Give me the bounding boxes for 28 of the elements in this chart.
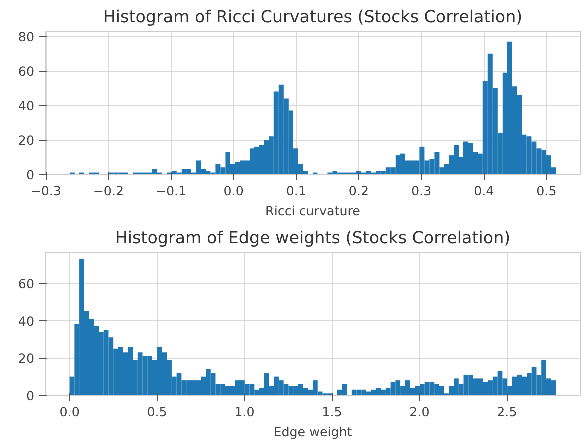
y-tick-label: 40 — [18, 98, 35, 114]
y-tick-label: 40 — [18, 314, 35, 329]
x-tick-label: −0.2 — [93, 184, 124, 198]
x-tick-label: 2.5 — [497, 404, 518, 420]
x-tick-label: 0.2 — [348, 184, 370, 198]
y-tick-label: 0 — [26, 388, 35, 404]
y-tick-label: 80 — [18, 30, 35, 45]
y-tick-label: 60 — [18, 64, 35, 80]
x-axis-title: Edge weight — [274, 424, 352, 440]
x-tick-label: 0.0 — [60, 404, 80, 420]
x-tick-label: 0.5 — [536, 184, 557, 198]
chart-title: Histogram of Edge weights (Stocks Correlation) — [115, 228, 511, 248]
x-tick-label: 2.0 — [410, 404, 430, 420]
x-axis-title: Ricci curvature — [266, 204, 361, 218]
x-tick-label: 1.5 — [322, 404, 342, 420]
x-tick-label: 0.4 — [474, 184, 494, 198]
x-tick-label: 1.0 — [234, 404, 255, 420]
x-tick-label: 0.1 — [286, 184, 306, 198]
y-tick-label: 60 — [18, 276, 35, 292]
x-tick-label: 0.0 — [224, 184, 244, 198]
y-tick-label: 20 — [18, 133, 35, 148]
x-tick-label: 0.5 — [147, 404, 168, 420]
y-tick-label: 20 — [18, 351, 35, 366]
chart-title: Histogram of Ricci Curvatures (Stocks Correlation) — [103, 8, 523, 26]
y-tick-label: 0 — [26, 168, 35, 182]
x-tick-label: −0.3 — [30, 184, 62, 198]
x-tick-label: 0.3 — [412, 184, 432, 198]
x-tick-label: −0.1 — [156, 184, 187, 198]
